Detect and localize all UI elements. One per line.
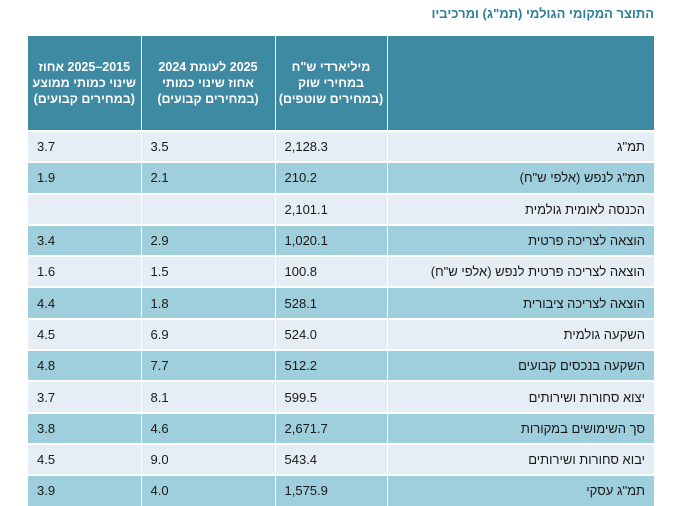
billions-cell: 512.2	[275, 349, 388, 382]
billions-cell: 100.8	[275, 255, 388, 288]
row-label: תמ"ג	[387, 129, 654, 163]
avg-change-cell: 4.4	[28, 286, 142, 319]
row-label: יבוא סחורות ושירותים	[387, 442, 654, 476]
row-label: יצוא סחורות ושירותים	[387, 380, 654, 413]
change-2025-cell: 2.1	[141, 161, 276, 194]
billions-cell: 1,575.9	[275, 474, 388, 506]
avg-change-cell: 1.9	[28, 161, 142, 194]
avg-change-cell: 3.4	[28, 223, 142, 257]
header-row: 2015–2025 אחוז שינוי כמותי ממוצע (במחירי…	[28, 36, 654, 131]
table-row: 4.5 6.9 524.0 השקעה גולמית	[28, 317, 654, 351]
change-2025-cell: 2.9	[141, 223, 276, 257]
change-2025-cell: 3.5	[141, 129, 276, 163]
table-row: 3.7 3.5 2,128.3 תמ"ג	[28, 129, 654, 163]
table-row: 2,101.1 הכנסה לאומית גולמית	[28, 192, 654, 225]
gdp-components-table: 2015–2025 אחוז שינוי כמותי ממוצע (במחירי…	[28, 36, 654, 506]
header-change-2025: 2025 לעומת 2024 אחוז שינוי כמותי (במחירי…	[141, 36, 276, 131]
avg-change-cell: 4.8	[28, 349, 142, 382]
billions-cell: 524.0	[275, 317, 388, 351]
row-label: הוצאה לצריכה פרטית לנפש (אלפי ש"ח)	[387, 255, 654, 288]
table-row: 1.9 2.1 210.2 תמ"ג לנפש (אלפי ש"ח)	[28, 161, 654, 194]
avg-change-cell: 4.5	[28, 442, 142, 476]
row-label: תמ"ג לנפש (אלפי ש"ח)	[387, 161, 654, 194]
row-label: סך השימושים במקורות	[387, 411, 654, 444]
change-2025-cell: 7.7	[141, 349, 276, 382]
avg-change-cell: 4.5	[28, 317, 142, 351]
change-2025-cell	[141, 192, 276, 225]
header-avg-change: 2015–2025 אחוז שינוי כמותי ממוצע (במחירי…	[28, 36, 142, 131]
table-header: 2015–2025 אחוז שינוי כמותי ממוצע (במחירי…	[28, 36, 654, 131]
change-2025-cell: 4.6	[141, 411, 276, 444]
avg-change-cell: 1.6	[28, 255, 142, 288]
billions-cell: 1,020.1	[275, 223, 388, 257]
change-2025-cell: 8.1	[141, 380, 276, 413]
avg-change-cell: 3.7	[28, 380, 142, 413]
table-row: 4.5 9.0 543.4 יבוא סחורות ושירותים	[28, 442, 654, 476]
row-label: הוצאה לצריכה ציבורית	[387, 286, 654, 319]
table-row: 3.9 4.0 1,575.9 תמ"ג עסקי	[28, 474, 654, 506]
billions-cell: 210.2	[275, 161, 388, 194]
billions-cell: 599.5	[275, 380, 388, 413]
table-body: 3.7 3.5 2,128.3 תמ"ג 1.9 2.1 210.2 תמ"ג לנפש (א…	[28, 129, 654, 506]
billions-cell: 543.4	[275, 442, 388, 476]
header-billions: מיליארדי ש"ח במחירי שוק (במחירים שוטפים)	[275, 36, 388, 131]
avg-change-cell: 3.7	[28, 129, 142, 163]
table-row: 4.8 7.7 512.2 השקעה בנכסים קבועים	[28, 349, 654, 382]
change-2025-cell: 4.0	[141, 474, 276, 506]
billions-cell: 2,128.3	[275, 129, 388, 163]
change-2025-cell: 1.8	[141, 286, 276, 319]
table-row: 3.8 4.6 2,671.7 סך השימושים במקורות	[28, 411, 654, 444]
change-2025-cell: 9.0	[141, 442, 276, 476]
row-label: השקעה בנכסים קבועים	[387, 349, 654, 382]
row-label: הכנסה לאומית גולמית	[387, 192, 654, 225]
change-2025-cell: 6.9	[141, 317, 276, 351]
billions-cell: 2,101.1	[275, 192, 388, 225]
billions-cell: 528.1	[275, 286, 388, 319]
table-row: 3.7 8.1 599.5 יצוא סחורות ושירותים	[28, 380, 654, 413]
change-2025-cell: 1.5	[141, 255, 276, 288]
header-label	[387, 36, 654, 131]
avg-change-cell: 3.8	[28, 411, 142, 444]
row-label: השקעה גולמית	[387, 317, 654, 351]
row-label: תמ"ג עסקי	[387, 474, 654, 506]
table-row: 3.4 2.9 1,020.1 הוצאה לצריכה פרטית	[28, 223, 654, 257]
table-title: התוצר המקומי הגולמי (תמ"ג) ומרכיביו	[431, 6, 654, 21]
avg-change-cell	[28, 192, 142, 225]
table-row: 4.4 1.8 528.1 הוצאה לצריכה ציבורית	[28, 286, 654, 319]
table-row: 1.6 1.5 100.8 הוצאה לצריכה פרטית לנפש (אלפי…	[28, 255, 654, 288]
billions-cell: 2,671.7	[275, 411, 388, 444]
row-label: הוצאה לצריכה פרטית	[387, 223, 654, 257]
avg-change-cell: 3.9	[28, 474, 142, 506]
